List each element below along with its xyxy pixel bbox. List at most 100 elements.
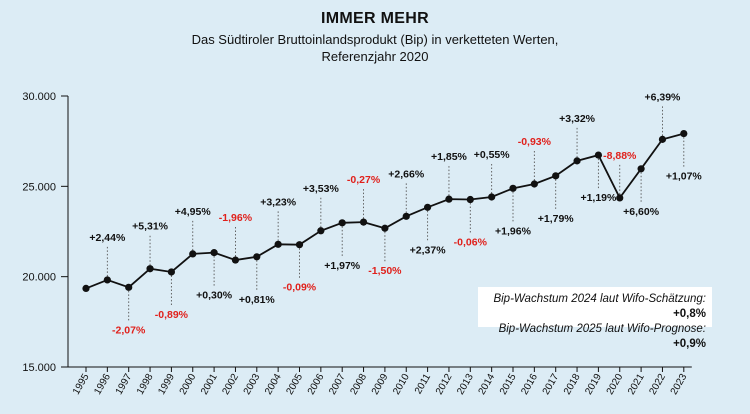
growth-label: -0,27% [347, 174, 381, 186]
x-tick-label: 2011 [413, 372, 433, 397]
data-point [594, 151, 603, 159]
x-tick-label: 2019 [583, 372, 604, 397]
x-tick-label: 2003 [242, 372, 263, 397]
data-point [317, 227, 325, 235]
x-tick-label: 2018 [562, 372, 583, 397]
info-line-1-value: +0,8% [673, 308, 706, 320]
x-tick-label: 2010 [391, 372, 412, 397]
y-tick-label: 15.000 [22, 362, 56, 374]
growth-label: -0,89% [155, 309, 189, 321]
growth-label: -0,09% [283, 282, 317, 294]
data-point [680, 129, 688, 138]
data-point [274, 240, 282, 248]
growth-label: -0,06% [454, 237, 488, 249]
x-tick-label: 2016 [519, 372, 540, 397]
growth-label: +0,30% [196, 290, 233, 302]
y-tick-label: 20.000 [22, 272, 56, 284]
growth-label: +0,55% [474, 149, 511, 161]
info-box: Bip-Wachstum 2024 laut Wifo-Schätzung: +… [478, 287, 712, 350]
data-point [530, 180, 538, 188]
x-tick-label: 2014 [477, 372, 498, 397]
data-point [658, 135, 667, 143]
x-tick-label: 2021 [626, 372, 647, 397]
data-point [125, 283, 133, 291]
growth-label: +2,37% [410, 244, 447, 256]
growth-label: +1,79% [538, 213, 575, 225]
growth-label: +1,96% [495, 225, 532, 237]
x-tick-label: 1999 [156, 372, 177, 397]
info-line-1-label: Bip-Wachstum 2024 laut Wifo-Schätzung: [493, 293, 706, 305]
data-point [210, 249, 218, 257]
data-point [295, 241, 304, 249]
x-tick-label: 1997 [114, 372, 135, 397]
x-tick-label: 2013 [455, 372, 476, 397]
growth-label: +1,19% [580, 192, 617, 204]
growth-label: +2,66% [388, 168, 425, 180]
x-tick-label: 2005 [284, 372, 305, 397]
growth-label: +6,60% [623, 206, 660, 218]
x-tick-label: 2006 [306, 372, 327, 397]
growth-label: +1,97% [324, 260, 361, 272]
data-point [189, 250, 197, 258]
data-point [424, 203, 432, 211]
chart-title: IMMER MEHR [321, 10, 429, 27]
x-tick-label: 2001 [199, 372, 220, 397]
data-point [103, 276, 111, 284]
growth-label: -1,50% [368, 265, 402, 277]
data-point [573, 157, 581, 165]
x-tick-label: 2022 [647, 372, 668, 397]
data-point [253, 253, 261, 261]
info-line-2: Bip-Wachstum 2025 laut Wifo-Prognose: +0… [484, 322, 706, 352]
growth-label: +3,32% [559, 113, 596, 125]
y-tick-label: 30.000 [22, 91, 56, 103]
x-tick-label: 1995 [71, 372, 92, 397]
growth-label: +0,81% [239, 294, 276, 306]
growth-label: +6,39% [644, 91, 681, 103]
x-tick-label: 2000 [178, 372, 199, 397]
growth-label: +2,44% [89, 232, 126, 244]
data-point [359, 218, 368, 226]
growth-label: +1,07% [666, 171, 703, 183]
data-point [381, 224, 389, 232]
x-tick-label: 1996 [92, 372, 113, 397]
x-tick-label: 2004 [263, 372, 284, 397]
x-tick-label: 2015 [498, 372, 519, 397]
data-point [82, 284, 90, 293]
growth-label: +3,23% [260, 196, 297, 208]
chart-subtitle: Das Südtiroler Bruttoinlandsprodukt (Bip… [0, 31, 750, 65]
x-tick-label: 2012 [434, 372, 455, 397]
x-tick-label: 2020 [605, 372, 626, 397]
growth-label: -1,96% [219, 212, 253, 224]
x-tick-label: 2007 [327, 372, 348, 397]
x-tick-label: 2017 [541, 372, 562, 397]
data-point [167, 268, 175, 276]
growth-label: +3,53% [303, 183, 340, 195]
info-line-1: Bip-Wachstum 2024 laut Wifo-Schätzung: +… [484, 292, 706, 322]
x-tick-label: 2023 [669, 372, 690, 397]
growth-label: -0,93% [518, 136, 552, 148]
y-tick-label: 25.000 [22, 181, 56, 193]
data-point [509, 184, 517, 192]
data-point [616, 194, 624, 202]
data-point [552, 172, 560, 180]
data-point [637, 165, 645, 173]
growth-label: -8,88% [603, 150, 637, 162]
data-point [488, 193, 496, 201]
data-point [402, 212, 410, 220]
data-point [466, 195, 474, 204]
data-point [445, 195, 453, 203]
subtitle-line-2: Referenzjahr 2020 [321, 49, 429, 64]
info-line-2-value: +0,9% [673, 338, 706, 350]
data-point [146, 265, 154, 273]
data-point [338, 219, 346, 227]
growth-label: -2,07% [112, 324, 146, 336]
subtitle-line-1: Das Südtiroler Bruttoinlandsprodukt (Bip… [191, 32, 559, 47]
info-line-2-label: Bip-Wachstum 2025 laut Wifo-Prognose: [498, 323, 706, 335]
data-point [231, 256, 240, 264]
growth-label: +1,85% [431, 151, 468, 163]
growth-label: +5,31% [132, 221, 169, 233]
x-tick-label: 2008 [348, 372, 369, 397]
x-tick-label: 2002 [220, 372, 241, 397]
growth-label: +4,95% [175, 206, 212, 218]
